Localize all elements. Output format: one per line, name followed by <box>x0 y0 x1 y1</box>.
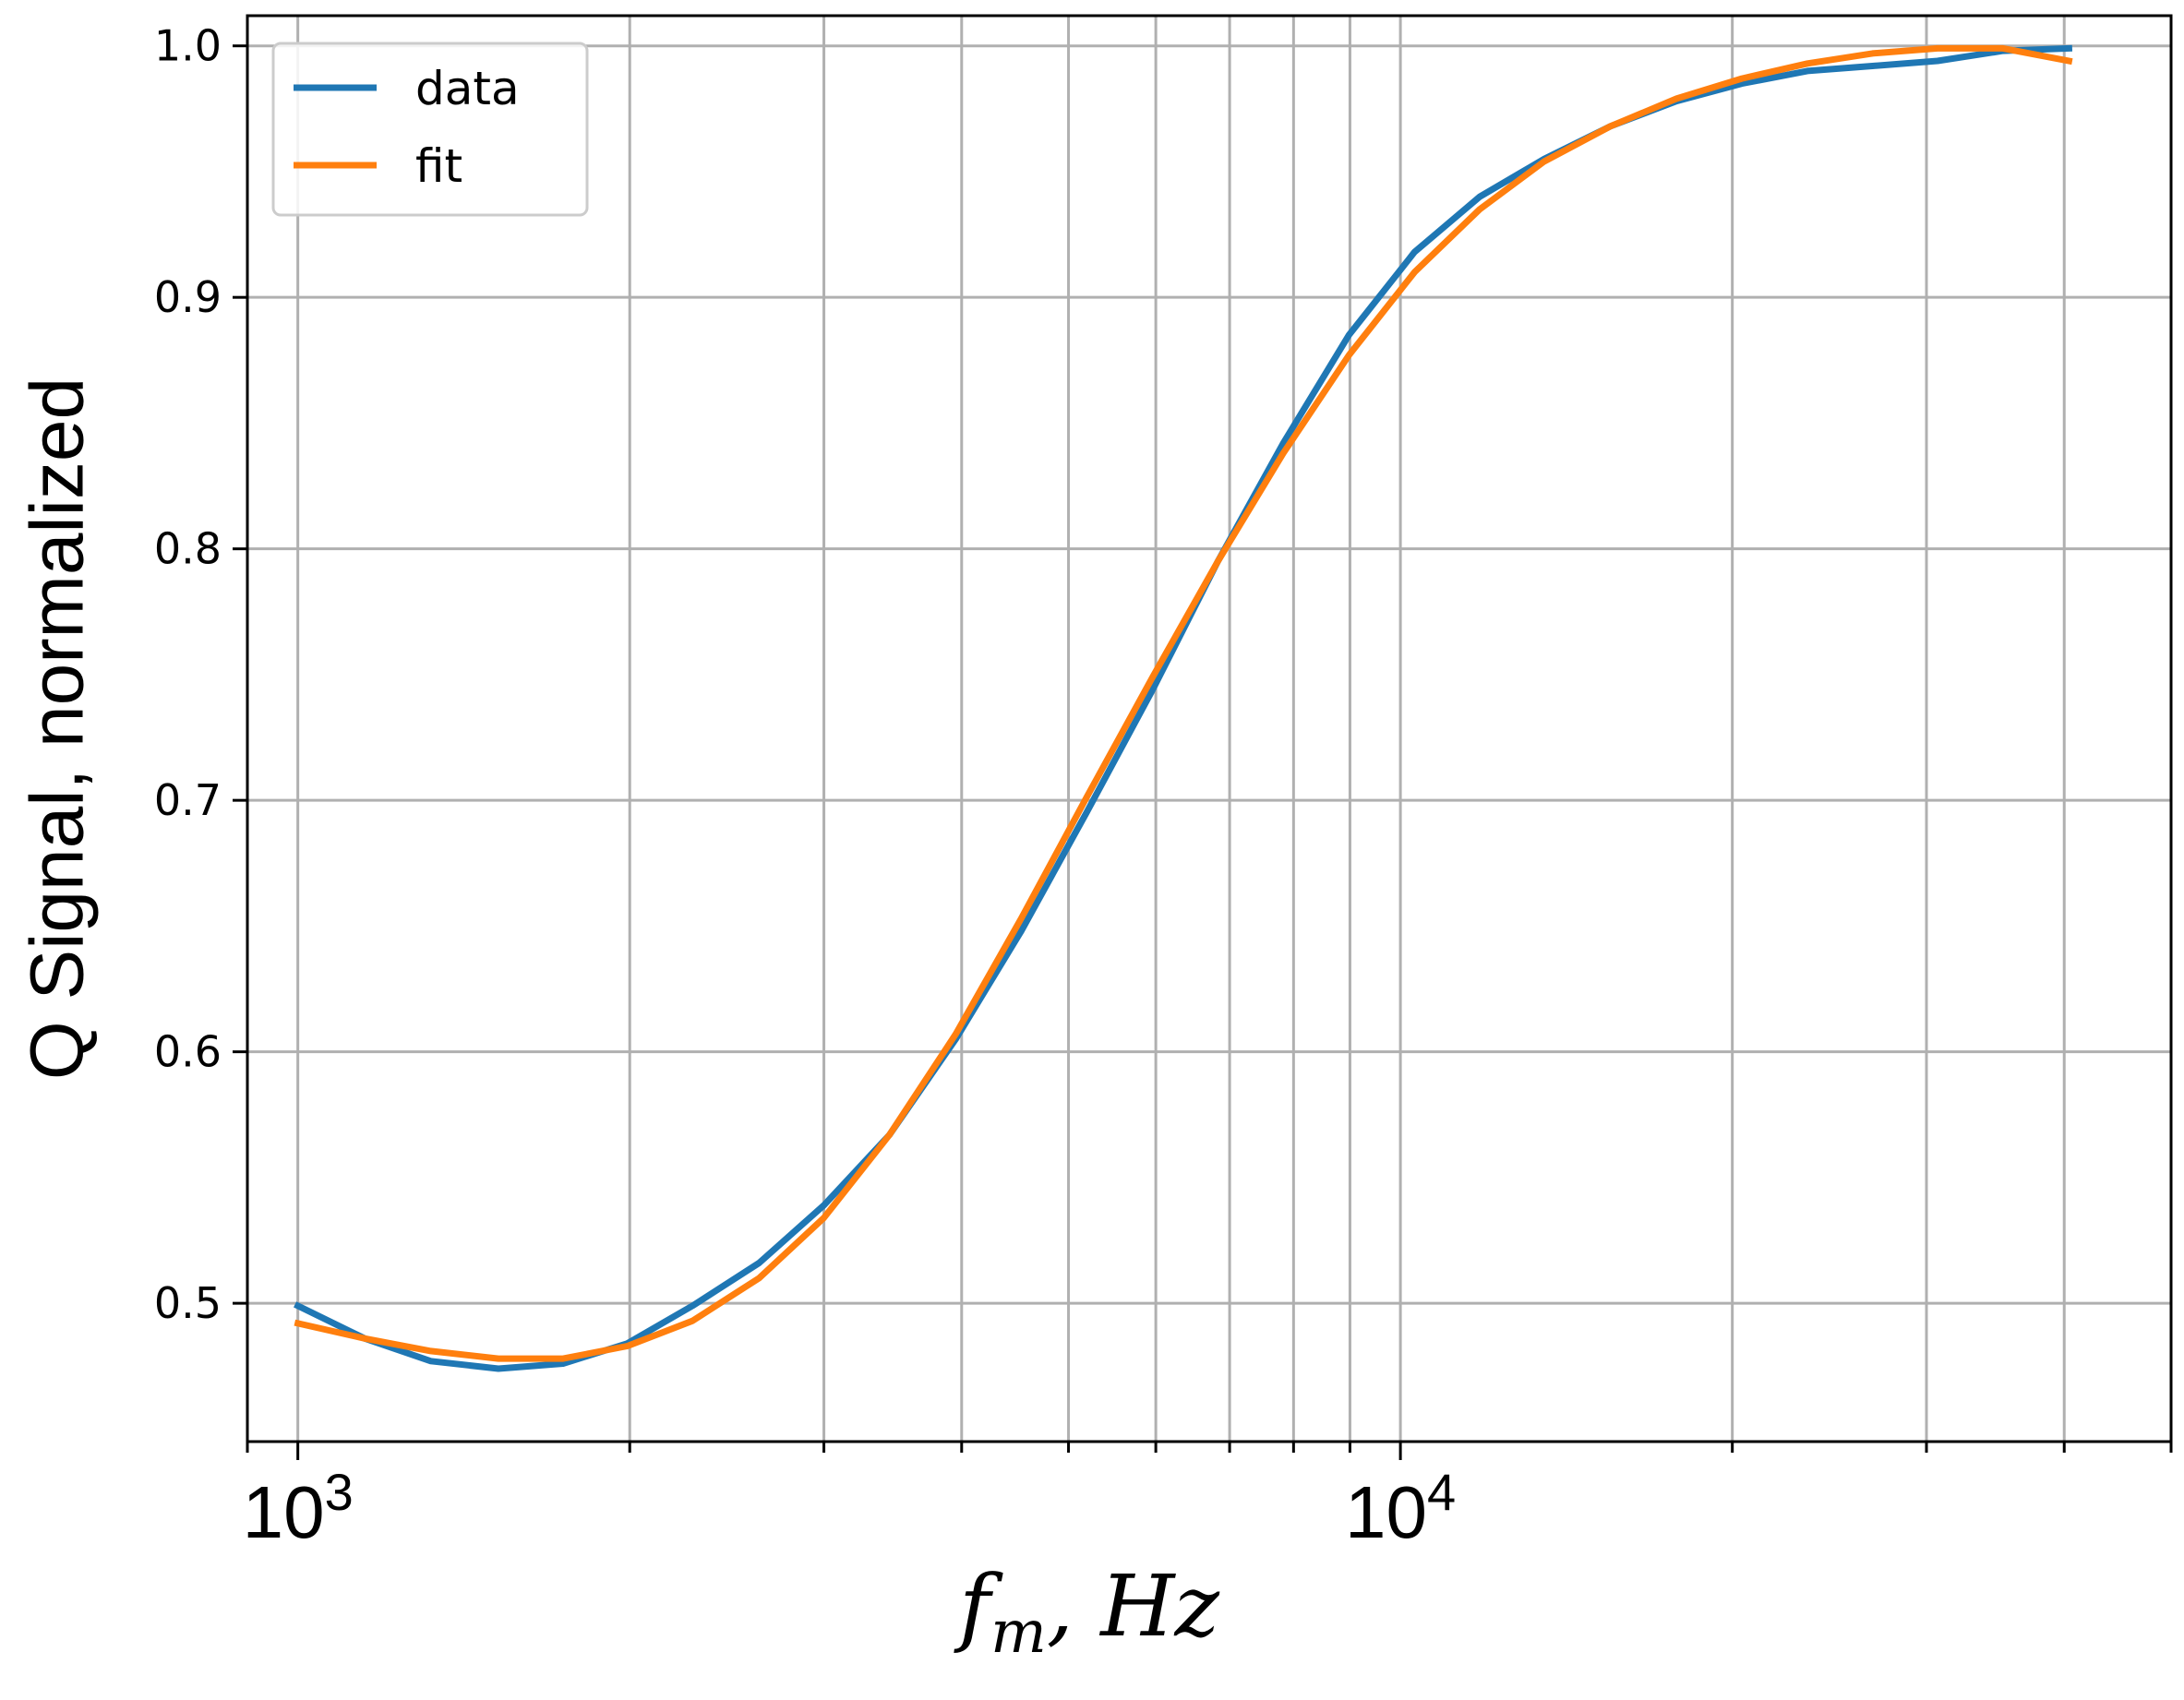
y-tick-label: 0.7 <box>154 775 222 825</box>
legend-label-fit: fit <box>415 139 462 193</box>
series-line-fit <box>294 44 2073 1362</box>
legend-label-data: data <box>415 62 520 115</box>
y-tick-label: 0.6 <box>154 1027 222 1077</box>
grid <box>246 16 2173 1442</box>
y-tick-label: 0.9 <box>154 272 222 322</box>
y-tick-label: 1.0 <box>154 21 222 71</box>
legend: data fit <box>271 42 589 217</box>
x-axis-label: fm, Hz <box>954 1557 1219 1667</box>
series-layer <box>294 44 2073 1372</box>
ticks <box>233 44 2173 1460</box>
x-axis-label-subscript: m <box>990 1598 1047 1667</box>
x-tick-label: 103 <box>243 1463 354 1553</box>
y-tick-label: 0.5 <box>154 1278 222 1328</box>
x-tick-label: 104 <box>1345 1463 1456 1553</box>
axes-frame <box>246 14 2173 1443</box>
y-axis-label: Q Signal, normalized <box>16 377 100 1080</box>
tick-labels: 0.5 0.6 0.7 0.8 0.9 1.0 103 104 <box>154 21 1456 1553</box>
x-axis-label-unit: , Hz <box>1047 1557 1220 1656</box>
y-tick-label: 0.8 <box>154 524 222 574</box>
